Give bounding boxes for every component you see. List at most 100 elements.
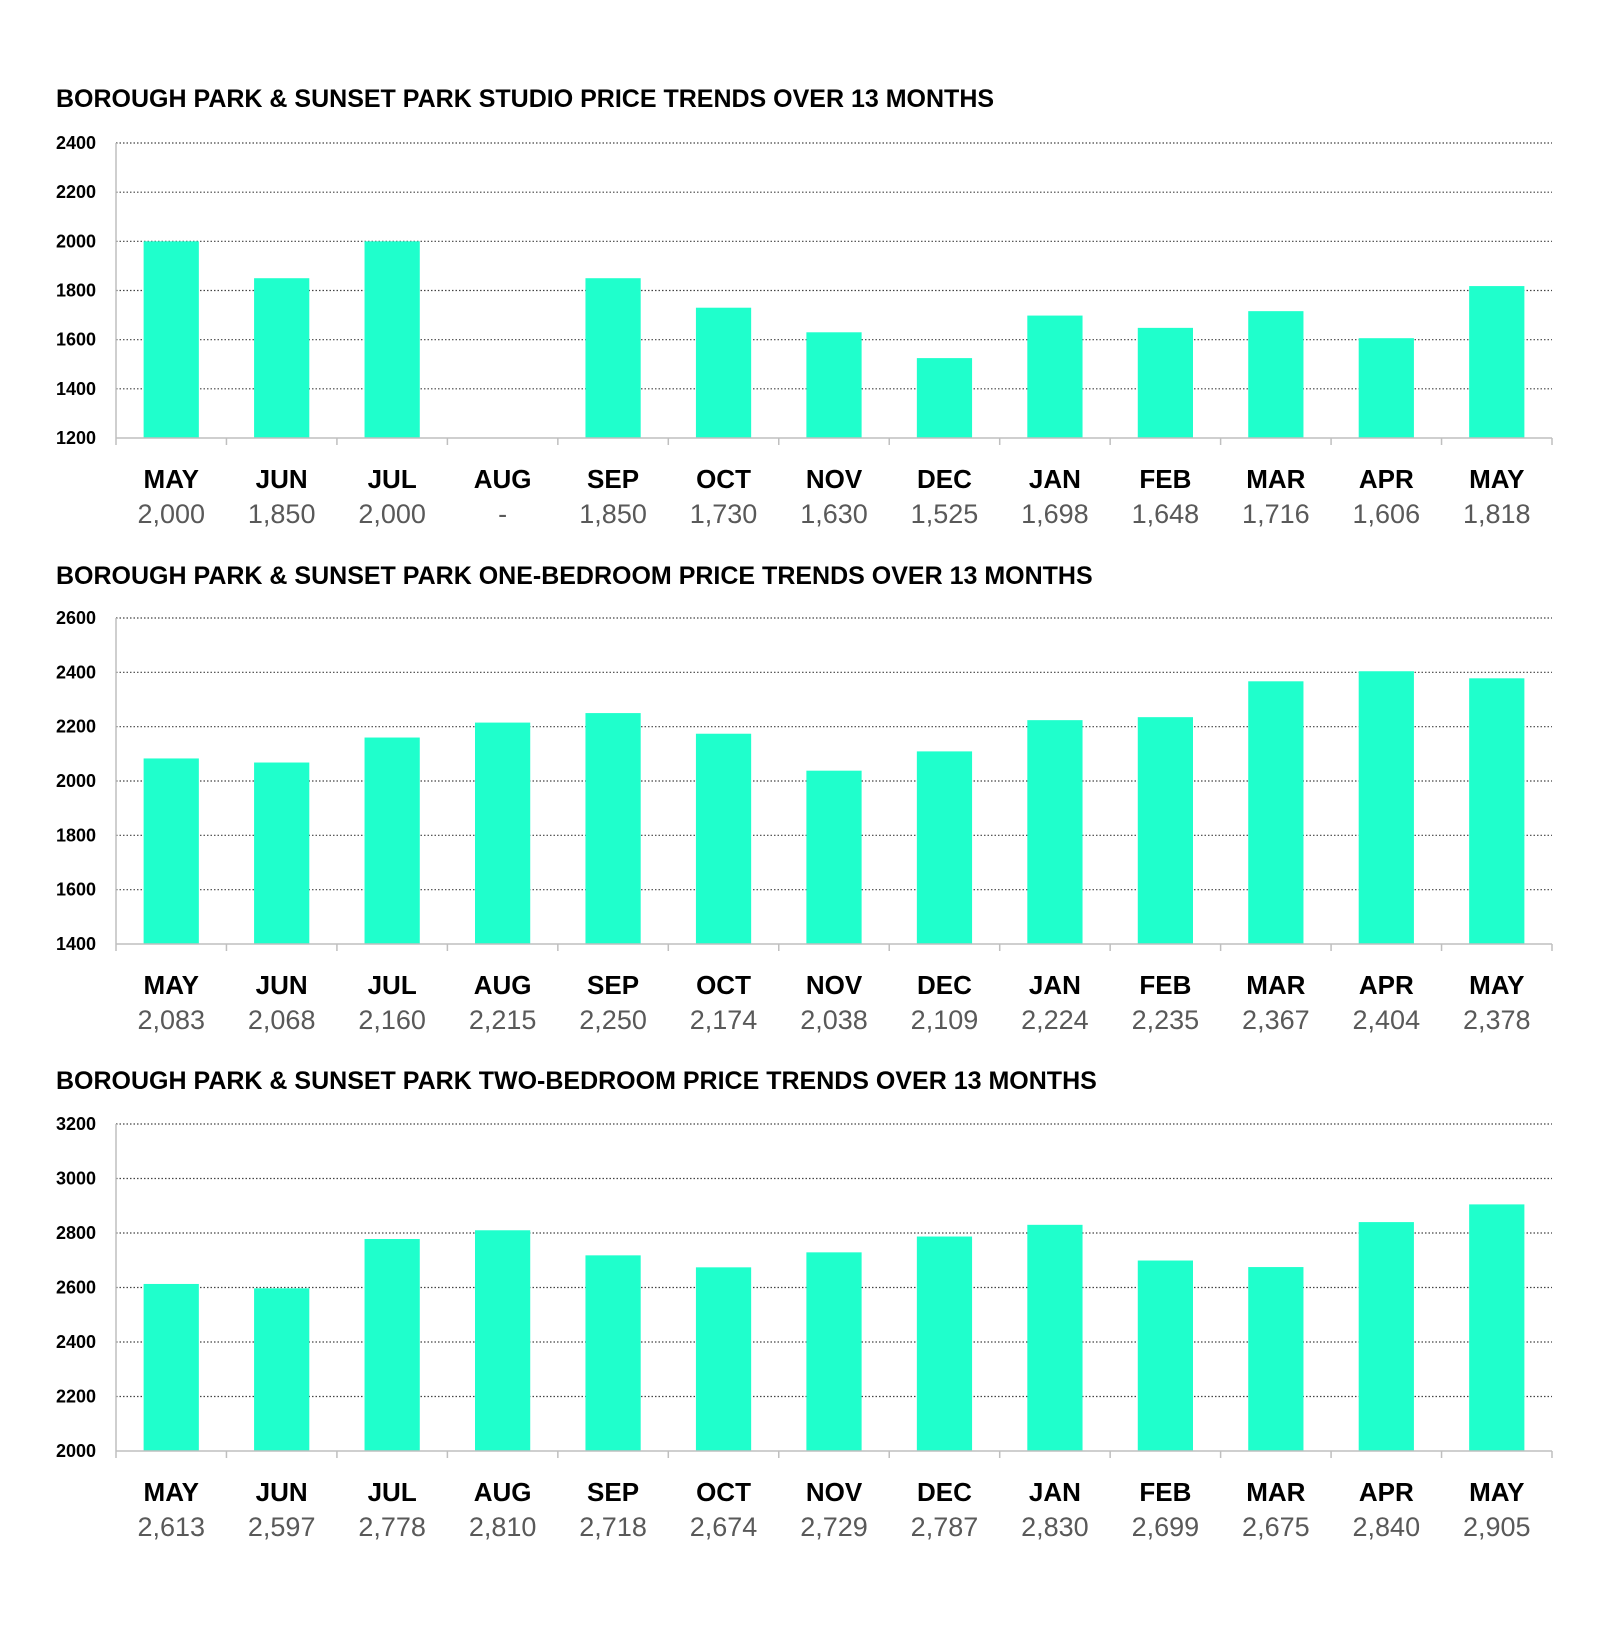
x-category-label: JAN bbox=[1029, 464, 1081, 494]
y-tick-label: 3200 bbox=[56, 1114, 96, 1134]
y-tick-label: 2000 bbox=[56, 1441, 96, 1461]
data-label: 2,215 bbox=[469, 1005, 537, 1035]
data-label: 2,597 bbox=[248, 1512, 316, 1542]
y-tick-label: 1800 bbox=[56, 281, 96, 301]
x-category-label: DEC bbox=[917, 970, 972, 1000]
bar bbox=[1358, 338, 1414, 438]
x-category-label: JUN bbox=[256, 970, 308, 1000]
x-category-label: JUN bbox=[256, 1477, 308, 1507]
bar bbox=[1137, 717, 1193, 944]
y-tick-label: 2200 bbox=[56, 182, 96, 202]
data-label: 2,699 bbox=[1132, 1512, 1200, 1542]
data-label: 2,378 bbox=[1463, 1005, 1531, 1035]
chart-title: BOROUGH PARK & SUNSET PARK STUDIO PRICE … bbox=[56, 85, 994, 113]
data-label: 2,778 bbox=[358, 1512, 426, 1542]
data-label: 2,404 bbox=[1353, 1005, 1421, 1035]
y-tick-label: 3000 bbox=[56, 1169, 96, 1189]
x-category-label: DEC bbox=[917, 1477, 972, 1507]
data-label: 2,613 bbox=[137, 1512, 205, 1542]
y-tick-label: 2200 bbox=[56, 717, 96, 737]
data-label: 2,787 bbox=[911, 1512, 979, 1542]
x-category-label: JUL bbox=[368, 970, 417, 1000]
y-tick-label: 1400 bbox=[56, 379, 96, 399]
y-tick-label: 2800 bbox=[56, 1223, 96, 1243]
x-category-label: MAY bbox=[1469, 970, 1524, 1000]
bar bbox=[364, 241, 420, 438]
bar bbox=[1027, 315, 1083, 438]
y-tick-label: 1800 bbox=[56, 825, 96, 845]
x-category-label: NOV bbox=[806, 1477, 863, 1507]
bar bbox=[695, 307, 752, 438]
data-label: 2,109 bbox=[911, 1005, 979, 1035]
bar bbox=[916, 751, 973, 944]
data-label: 2,840 bbox=[1353, 1512, 1421, 1542]
y-tick-label: 2400 bbox=[56, 662, 96, 682]
x-category-label: SEP bbox=[587, 970, 639, 1000]
bar bbox=[475, 1230, 531, 1451]
x-category-label: MAY bbox=[1469, 1477, 1524, 1507]
data-label: 2,367 bbox=[1242, 1005, 1310, 1035]
data-label: 2,830 bbox=[1021, 1512, 1089, 1542]
y-tick-label: 1600 bbox=[56, 880, 96, 900]
data-label: - bbox=[498, 499, 507, 529]
x-category-label: APR bbox=[1359, 1477, 1414, 1507]
y-tick-label: 2400 bbox=[56, 133, 96, 153]
data-label: 2,038 bbox=[800, 1005, 868, 1035]
chart-2: BOROUGH PARK & SUNSET PARK ONE-BEDROOM P… bbox=[56, 562, 1553, 1035]
y-tick-label: 1200 bbox=[56, 428, 96, 448]
x-category-label: AUG bbox=[474, 970, 532, 1000]
bar bbox=[1027, 720, 1083, 944]
data-label: 1,698 bbox=[1021, 499, 1089, 529]
bar bbox=[806, 770, 862, 944]
data-label: 2,250 bbox=[579, 1005, 647, 1035]
chart-title: BOROUGH PARK & SUNSET PARK TWO-BEDROOM P… bbox=[56, 1067, 1097, 1095]
data-label: 2,810 bbox=[469, 1512, 537, 1542]
x-category-label: NOV bbox=[806, 970, 863, 1000]
data-label: 2,224 bbox=[1021, 1005, 1089, 1035]
data-label: 2,905 bbox=[1463, 1512, 1531, 1542]
x-category-label: FEB bbox=[1139, 970, 1191, 1000]
y-tick-label: 1600 bbox=[56, 330, 96, 350]
chart-title: BOROUGH PARK & SUNSET PARK ONE-BEDROOM P… bbox=[56, 562, 1093, 590]
data-label: 2,068 bbox=[248, 1005, 316, 1035]
data-label: 1,606 bbox=[1353, 499, 1421, 529]
y-tick-label: 2200 bbox=[56, 1387, 96, 1407]
x-category-label: MAR bbox=[1246, 1477, 1305, 1507]
y-tick-label: 2000 bbox=[56, 771, 96, 791]
bar bbox=[1469, 1204, 1525, 1451]
bar bbox=[1358, 671, 1414, 944]
bar bbox=[364, 737, 420, 944]
data-label: 2,235 bbox=[1132, 1005, 1200, 1035]
data-label: 1,818 bbox=[1463, 499, 1531, 529]
chart-3: BOROUGH PARK & SUNSET PARK TWO-BEDROOM P… bbox=[56, 1067, 1553, 1542]
x-category-label: OCT bbox=[696, 970, 751, 1000]
data-label: 2,674 bbox=[690, 1512, 758, 1542]
x-category-label: AUG bbox=[474, 464, 532, 494]
bar bbox=[1469, 286, 1525, 438]
y-tick-label: 2400 bbox=[56, 1332, 96, 1352]
data-label: 2,174 bbox=[690, 1005, 758, 1035]
data-label: 1,630 bbox=[800, 499, 868, 529]
data-label: 1,648 bbox=[1132, 499, 1200, 529]
bar bbox=[254, 278, 310, 438]
y-tick-label: 2000 bbox=[56, 231, 96, 251]
bar bbox=[585, 713, 641, 944]
bar bbox=[475, 722, 531, 944]
y-tick-label: 1400 bbox=[56, 934, 96, 954]
x-category-label: MAY bbox=[144, 970, 199, 1000]
data-label: 1,716 bbox=[1242, 499, 1310, 529]
x-category-label: SEP bbox=[587, 464, 639, 494]
bar bbox=[585, 1255, 641, 1451]
x-category-label: MAR bbox=[1246, 464, 1305, 494]
bar bbox=[1358, 1222, 1414, 1451]
bar bbox=[916, 1236, 973, 1451]
bar bbox=[1248, 681, 1304, 944]
x-category-label: FEB bbox=[1139, 464, 1191, 494]
x-category-label: MAY bbox=[144, 1477, 199, 1507]
bar bbox=[143, 1283, 199, 1451]
bar bbox=[1137, 1260, 1193, 1451]
data-label: 2,160 bbox=[358, 1005, 426, 1035]
x-category-label: DEC bbox=[917, 464, 972, 494]
x-category-label: NOV bbox=[806, 464, 863, 494]
